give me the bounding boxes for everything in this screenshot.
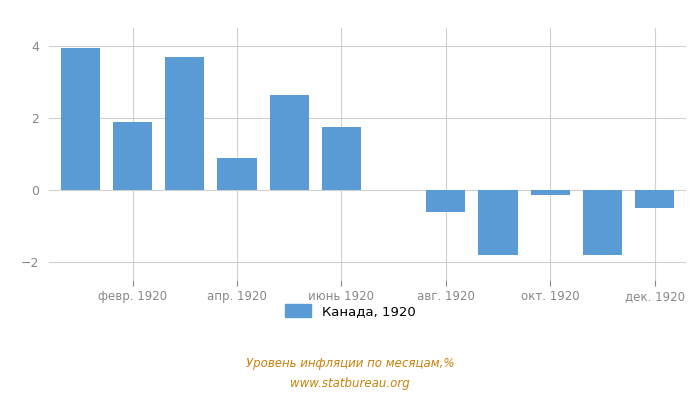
Legend: Канада, 1920: Канада, 1920 <box>279 299 421 324</box>
Bar <box>270 95 309 190</box>
Bar <box>113 122 152 190</box>
Bar <box>218 158 256 190</box>
Bar <box>322 127 361 190</box>
Bar <box>635 190 674 208</box>
Bar <box>479 190 517 255</box>
Text: www.statbureau.org: www.statbureau.org <box>290 378 410 390</box>
Bar <box>583 190 622 255</box>
Bar <box>61 48 100 190</box>
Bar <box>165 57 204 190</box>
Text: Уровень инфляции по месяцам,%: Уровень инфляции по месяцам,% <box>246 358 454 370</box>
Bar <box>531 190 570 196</box>
Bar <box>426 190 466 212</box>
